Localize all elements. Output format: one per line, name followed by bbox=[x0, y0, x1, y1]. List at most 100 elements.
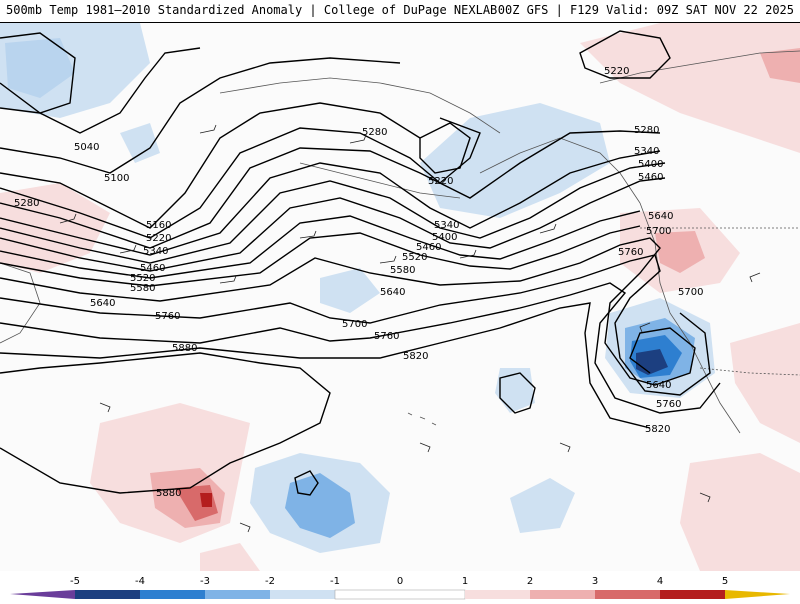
map-panel: 5040 5100 5280 5160 5220 5340 5460 5520 … bbox=[0, 23, 800, 571]
legend-tick: -1 bbox=[330, 576, 340, 587]
contour-closed-high bbox=[579, 30, 671, 79]
contour-label: 5640 bbox=[648, 211, 673, 222]
contour-label: 5580 bbox=[390, 265, 415, 276]
contour-label: 5640 bbox=[646, 380, 671, 391]
border-us-mexico bbox=[699, 367, 800, 376]
contour-5460 bbox=[0, 177, 666, 272]
legend-tick: -2 bbox=[265, 576, 275, 587]
anomaly-area-neg2-nw bbox=[5, 38, 75, 98]
contour-5220 bbox=[0, 117, 481, 239]
contour-5760 bbox=[0, 282, 721, 414]
map-canvas: 5040 5100 5280 5160 5220 5340 5460 5520 … bbox=[0, 23, 800, 571]
contour-closed-island bbox=[499, 372, 536, 414]
wind-barb bbox=[459, 249, 477, 259]
legend-canvas: -5 -4 -3 -2 -1 0 1 2 3 4 5 bbox=[10, 576, 790, 600]
contour-closed-trop bbox=[294, 470, 319, 496]
contour-label: 5340 bbox=[634, 146, 659, 157]
contour-5400 bbox=[0, 162, 666, 264]
contour-5820 bbox=[0, 302, 651, 429]
header-bar: 500mb Temp 1981–2010 Standardized Anomal… bbox=[0, 0, 800, 23]
coastline-asia bbox=[0, 262, 41, 344]
contour-labels: 5040 5100 5280 5160 5220 5340 5460 5520 … bbox=[14, 66, 703, 499]
legend-bin bbox=[465, 590, 530, 599]
wind-barb bbox=[239, 522, 251, 533]
legend-bin-min-arrow bbox=[10, 590, 75, 599]
legend-tick: 4 bbox=[657, 576, 663, 587]
contour-label: 5640 bbox=[90, 298, 115, 309]
legend-bin bbox=[140, 590, 205, 599]
anomaly-area-pos2-coast bbox=[655, 231, 705, 273]
contour-label: 5760 bbox=[374, 331, 399, 342]
anomaly-area-neg2-trop bbox=[285, 473, 355, 538]
wind-barb bbox=[379, 255, 397, 264]
contour-5640 bbox=[0, 237, 696, 386]
legend-bin bbox=[75, 590, 140, 599]
coastline-alaska-north bbox=[219, 77, 501, 134]
contour-label: 5700 bbox=[646, 226, 671, 237]
wind-barb bbox=[59, 213, 77, 224]
contour-5580 bbox=[0, 225, 641, 287]
anomaly-area-pos1-ne bbox=[580, 23, 800, 153]
contour-label: 5760 bbox=[618, 247, 643, 258]
coastline-alaska-south bbox=[479, 137, 641, 204]
contour-label: 5040 bbox=[74, 142, 99, 153]
anomaly-area-pos2-ne bbox=[760, 48, 800, 83]
legend-bin bbox=[270, 590, 335, 599]
legend-tick: 3 bbox=[592, 576, 598, 587]
legend-tick: -5 bbox=[70, 576, 80, 587]
contour-label: 5160 bbox=[146, 220, 171, 231]
contour-label: 5460 bbox=[140, 263, 165, 274]
anomaly-shading bbox=[0, 23, 800, 571]
contour-label: 5700 bbox=[678, 287, 703, 298]
contour-label: 5760 bbox=[155, 311, 180, 322]
contour-label: 5100 bbox=[104, 173, 129, 184]
legend-ticks: -5 -4 -3 -2 -1 0 1 2 3 4 5 bbox=[70, 576, 728, 587]
legend-tick: 0 bbox=[397, 576, 403, 587]
anomaly-area-pos4-sw bbox=[200, 493, 212, 507]
contour-5160 bbox=[0, 102, 421, 229]
legend-tick: 5 bbox=[722, 576, 728, 587]
contour-label: 5820 bbox=[645, 424, 670, 435]
anomaly-area-neg1-small bbox=[495, 368, 535, 413]
map-title: 500mb Temp 1981–2010 Standardized Anomal… bbox=[6, 3, 498, 17]
contour-closed-low-alaska bbox=[419, 122, 471, 174]
anomaly-area-neg1-se bbox=[510, 478, 575, 533]
contour-label: 5460 bbox=[638, 172, 663, 183]
anomaly-area-neg1-alaska bbox=[420, 103, 610, 218]
coastline-canada bbox=[599, 50, 800, 84]
legend-bin bbox=[334, 589, 466, 600]
anomaly-area-neg1-gulf bbox=[320, 268, 380, 313]
anomaly-area-pos1-east bbox=[730, 323, 800, 443]
coastline-hawaii bbox=[407, 412, 437, 426]
legend-tick: -3 bbox=[200, 576, 210, 587]
wind-barb bbox=[539, 223, 557, 234]
anomaly-area-neg1-mid bbox=[120, 123, 160, 163]
contour-label: 5280 bbox=[634, 125, 659, 136]
anomaly-area-pos1-west bbox=[0, 183, 110, 273]
anomaly-area-pos1-se2 bbox=[200, 543, 260, 571]
wind-barb bbox=[219, 275, 237, 284]
wind-barb bbox=[119, 244, 137, 254]
legend-tick: 1 bbox=[462, 576, 468, 587]
contour-label: 5280 bbox=[14, 198, 39, 209]
contour-label: 5340 bbox=[434, 220, 459, 231]
contour-label: 5220 bbox=[146, 233, 171, 244]
contour-label: 5700 bbox=[342, 319, 367, 330]
contour-label: 5760 bbox=[656, 399, 681, 410]
contour-label: 5220 bbox=[428, 176, 453, 187]
contour-label: 5340 bbox=[143, 246, 168, 257]
wind-barb bbox=[349, 134, 367, 144]
contour-5700 bbox=[0, 254, 711, 396]
wind-barb bbox=[99, 402, 111, 413]
contour-label: 5820 bbox=[403, 351, 428, 362]
contour-label: 5880 bbox=[156, 488, 181, 499]
legend-bin-max-arrow bbox=[725, 590, 790, 599]
legend-colorbar bbox=[10, 589, 790, 600]
anomaly-area-pos1-se bbox=[680, 453, 800, 571]
wind-barb bbox=[199, 124, 217, 134]
contour-label: 5520 bbox=[402, 252, 427, 263]
contour-5880 bbox=[0, 352, 331, 494]
contour-label: 5520 bbox=[130, 273, 155, 284]
contour-label: 5400 bbox=[432, 232, 457, 243]
legend-bin bbox=[205, 590, 270, 599]
